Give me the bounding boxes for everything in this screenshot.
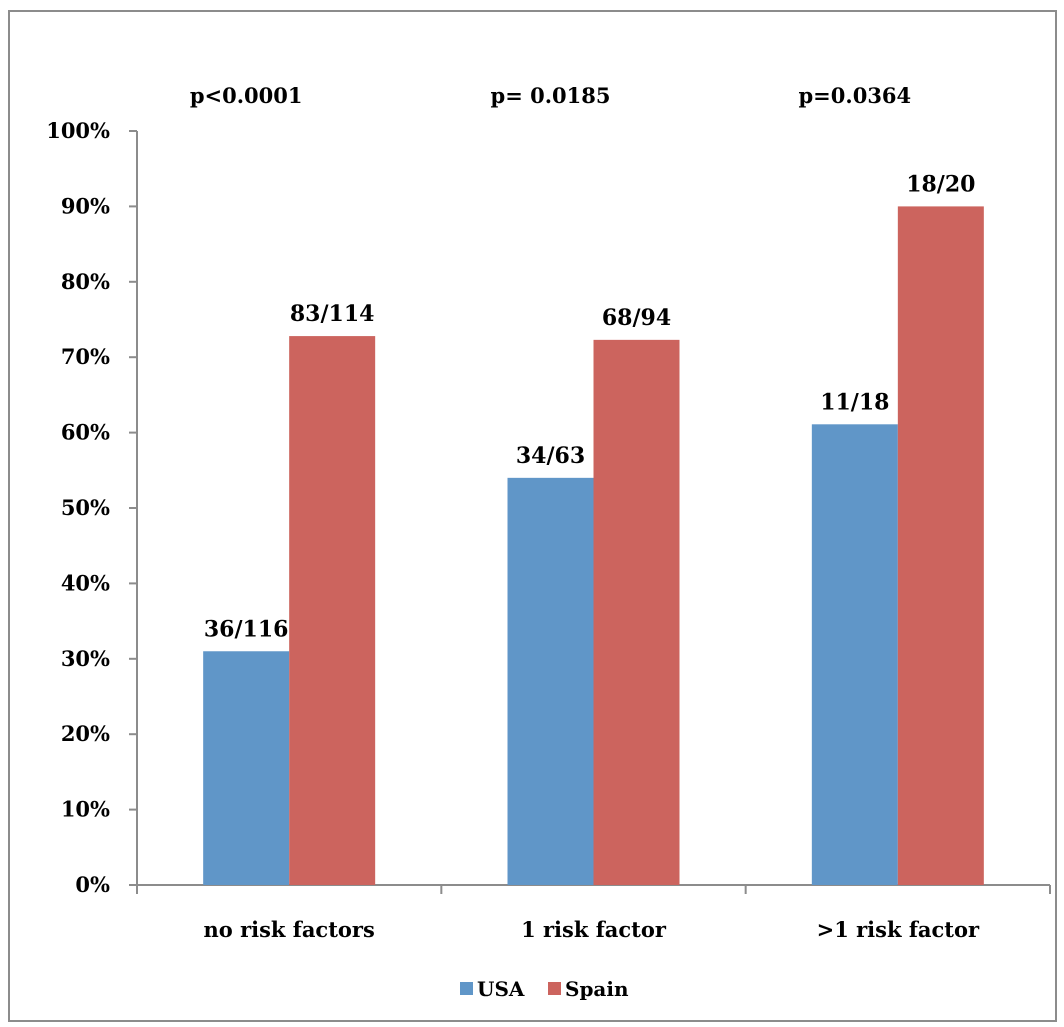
data-label: 11/18: [820, 389, 889, 415]
data-label: 83/114: [290, 301, 375, 327]
x-category-label: 1 risk factor: [521, 917, 667, 942]
bar-spain-0: [289, 336, 376, 885]
y-tick-label: 0%: [75, 872, 110, 897]
y-tick-label: 20%: [61, 721, 110, 746]
y-tick-label: 70%: [61, 344, 110, 369]
legend-swatch-spain: [548, 982, 561, 995]
y-tick-label: 100%: [46, 118, 110, 143]
y-tick-label: 50%: [61, 495, 110, 520]
bar-usa-2: [811, 424, 898, 885]
x-category-label: >1 risk factor: [817, 917, 980, 942]
p-value-label: p<0.0001: [190, 83, 303, 108]
legend-label-spain: Spain: [565, 977, 629, 1001]
data-label: 18/20: [906, 171, 975, 197]
data-label: 34/63: [516, 443, 585, 469]
data-label: 36/116: [204, 616, 289, 642]
bar-spain-2: [897, 206, 984, 885]
y-tick-label: 80%: [61, 269, 110, 294]
y-tick-label: 60%: [61, 420, 110, 445]
legend-swatch-usa: [460, 982, 473, 995]
p-value-label: p=0.0364: [799, 83, 912, 108]
bar-usa-1: [507, 477, 594, 885]
p-value-label: p= 0.0185: [491, 83, 611, 108]
y-tick-label: 90%: [61, 193, 110, 218]
y-tick-label: 40%: [61, 570, 110, 595]
y-tick-label: 30%: [61, 646, 110, 671]
y-tick-label: 10%: [61, 797, 110, 822]
x-category-label: no risk factors: [203, 917, 374, 942]
legend-label-usa: USA: [477, 977, 525, 1001]
data-label: 68/94: [602, 305, 671, 331]
bar-spain-1: [593, 339, 680, 885]
bar-usa-0: [203, 651, 290, 885]
